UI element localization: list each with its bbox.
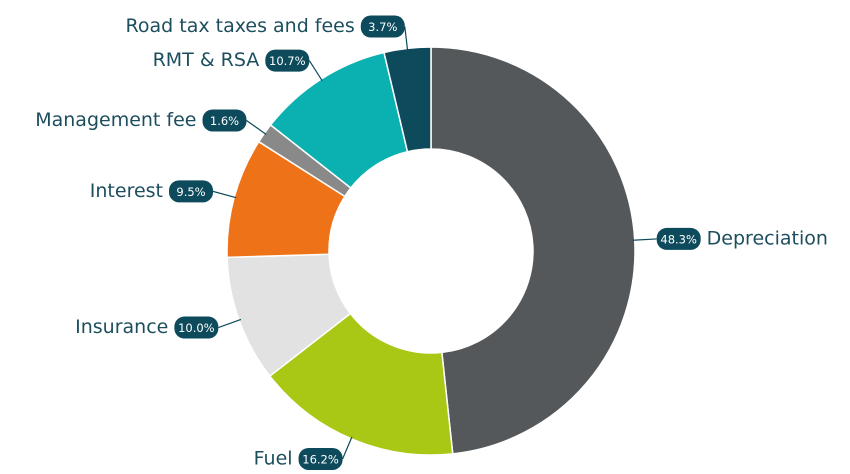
category-label: Management fee xyxy=(35,109,196,131)
leader-line xyxy=(218,318,242,329)
value-pill xyxy=(360,15,405,38)
donut-slice xyxy=(268,312,454,456)
value-label: 48.3% xyxy=(660,232,697,246)
value-label: 3.7% xyxy=(368,20,397,34)
leader-line xyxy=(404,26,409,51)
category-label: Interest xyxy=(90,180,163,202)
value-pill xyxy=(169,180,214,203)
leader-line xyxy=(308,60,323,82)
category-label: Depreciation xyxy=(707,227,828,249)
value-label: 10.0% xyxy=(178,321,215,335)
value-label: 10.7% xyxy=(269,54,306,68)
value-label: 1.6% xyxy=(210,114,239,128)
donut-slice xyxy=(383,46,432,153)
value-pill xyxy=(265,49,310,72)
value-label: 9.5% xyxy=(176,185,205,199)
leader-line xyxy=(212,190,237,199)
category-label: Insurance xyxy=(75,316,168,338)
category-label: Fuel xyxy=(254,447,293,469)
category-label: RMT & RSA xyxy=(153,49,260,71)
category-label: Road tax taxes and fees xyxy=(126,15,355,37)
value-pill xyxy=(174,316,219,339)
leader-line xyxy=(341,436,353,460)
donut-slice xyxy=(430,46,636,455)
value-pill xyxy=(202,109,247,132)
value-label: 16.2% xyxy=(302,452,339,466)
value-pill xyxy=(298,447,343,470)
leader-line xyxy=(632,238,657,241)
leader-line xyxy=(246,119,267,135)
value-pill xyxy=(656,227,701,250)
